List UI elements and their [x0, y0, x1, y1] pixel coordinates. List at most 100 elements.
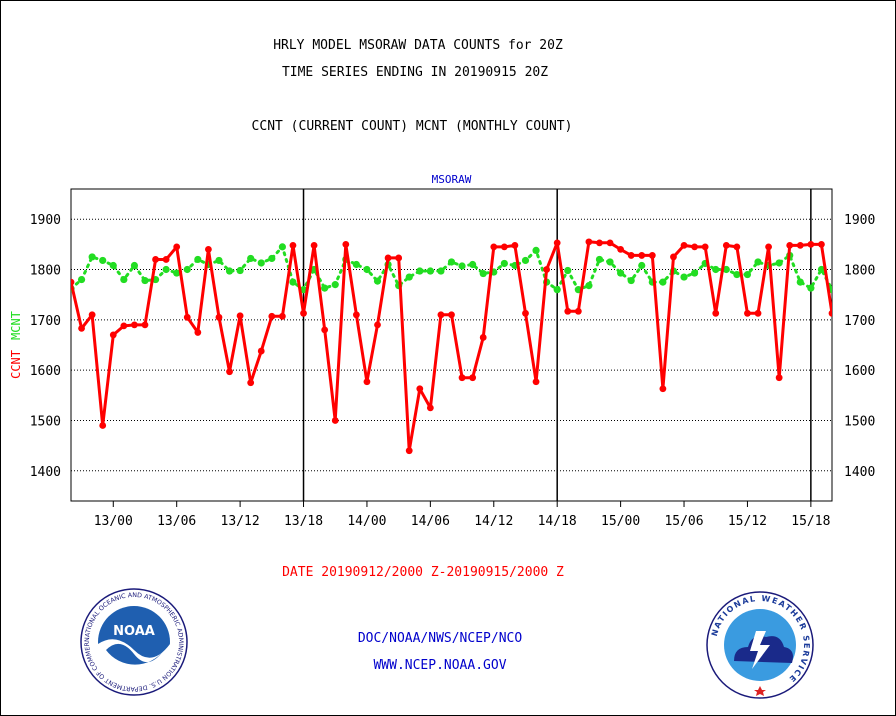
mcnt-point: [88, 253, 96, 261]
mcnt-point: [553, 286, 561, 294]
mcnt-point: [458, 262, 466, 270]
website-text: WWW.NCEP.NOAA.GOV: [373, 658, 507, 673]
y-tick-label-right: 1700: [844, 314, 875, 329]
plot-title: MSORAW: [432, 173, 472, 186]
mcnt-point: [331, 281, 339, 289]
x-tick-label: 13/00: [94, 514, 133, 529]
ccnt-point: [807, 240, 815, 248]
x-tick-label: 15/18: [791, 514, 830, 529]
ccnt-point: [120, 322, 128, 330]
mcnt-point: [532, 246, 540, 254]
ccnt-point: [183, 313, 191, 321]
ccnt-point: [141, 321, 149, 329]
ccnt-point: [828, 309, 832, 317]
mcnt-point: [500, 259, 508, 268]
y-tick-label-left: 1400: [30, 465, 61, 480]
mcnt-point: [173, 269, 181, 277]
mcnt-point: [775, 259, 783, 267]
mcnt-point: [352, 260, 360, 269]
ccnt-point: [564, 307, 572, 315]
mcnt-point: [162, 265, 170, 274]
mcnt-point: [469, 260, 477, 269]
x-tick-label: 13/12: [221, 514, 260, 529]
x-tick-label: 14/18: [538, 514, 577, 529]
ccnt-point: [585, 238, 593, 246]
ccnt-point: [691, 243, 698, 251]
ccnt-point: [71, 278, 75, 286]
ccnt-point: [701, 243, 709, 251]
ccnt-point: [247, 379, 255, 387]
noaa-logo-text: NOAA: [113, 624, 155, 639]
ccnt-point: [670, 253, 677, 261]
mcnt-point: [405, 273, 413, 281]
ccnt-point: [712, 309, 720, 317]
mcnt-point: [373, 277, 382, 285]
mcnt-point: [236, 266, 244, 275]
mcnt-point: [77, 275, 86, 284]
ccnt-point: [596, 239, 603, 247]
noaa-logo-icon: NATIONAL OCEANIC AND ATMOSPHERIC ADMINIS…: [80, 588, 188, 696]
ccnt-point: [722, 241, 730, 249]
ccnt-point: [606, 239, 614, 247]
mcnt-point: [299, 286, 308, 294]
mcnt-point: [225, 267, 234, 275]
ccnt-point: [384, 254, 392, 262]
ccnt-point: [152, 256, 159, 263]
mcnt-point: [247, 254, 255, 263]
mcnt-point: [194, 255, 202, 264]
ccnt-point: [437, 311, 445, 319]
mcnt-point: [215, 256, 223, 265]
ccnt-point: [416, 385, 424, 393]
ccnt-point: [733, 243, 741, 251]
ccnt-point: [310, 241, 318, 249]
x-tick-label: 14/12: [474, 514, 513, 529]
ccnt-point: [194, 329, 202, 336]
y-tick-label-right: 1500: [844, 414, 875, 429]
mcnt-point: [321, 284, 329, 292]
ccnt-point: [363, 378, 371, 386]
mcnt-point: [268, 254, 276, 263]
y-axis-label-mcnt: MCNT: [9, 311, 23, 340]
ccnt-point: [331, 417, 339, 424]
ccnt-point: [173, 243, 181, 251]
ccnt-point: [648, 252, 656, 259]
mcnt-point: [743, 270, 752, 279]
y-tick-label-right: 1900: [844, 213, 875, 228]
mcnt-point: [479, 269, 487, 278]
mcnt-point: [120, 275, 128, 284]
mcnt-point: [595, 255, 604, 264]
ccnt-point: [490, 243, 498, 251]
ccnt-point: [215, 313, 223, 321]
ccnt-series-line: [71, 240, 832, 453]
mcnt-point: [109, 261, 117, 270]
ccnt-point: [289, 241, 297, 249]
x-tick-label: 15/00: [601, 514, 640, 529]
ccnt-point: [300, 309, 307, 317]
ccnt-point: [374, 321, 381, 329]
ccnt-point: [321, 326, 329, 334]
mcnt-point: [257, 259, 265, 267]
mcnt-point: [817, 265, 826, 274]
ccnt-point: [226, 368, 233, 376]
plot-border: [70, 188, 833, 502]
mcnt-point: [289, 278, 297, 286]
x-tick-label: 15/06: [664, 514, 703, 529]
ccnt-point: [205, 245, 212, 253]
ccnt-point: [818, 240, 825, 248]
chart-subtitle: CCNT (CURRENT COUNT) MCNT (MONTHLY COUNT…: [251, 119, 573, 134]
ccnt-point: [268, 312, 276, 320]
ccnt-point: [426, 404, 434, 412]
y-tick-label-right: 1400: [844, 465, 875, 480]
plot-layer: 1400 1400 1500 1500 1600 1600 1700 1700 1800 1800…: [9, 173, 875, 529]
ccnt-point: [109, 331, 117, 339]
x-tick-label: 15/12: [728, 514, 767, 529]
mcnt-point: [638, 261, 646, 270]
mcnt-point: [659, 278, 667, 286]
ccnt-point: [131, 321, 138, 329]
ccnt-point: [278, 312, 286, 320]
ccnt-point: [236, 312, 244, 320]
mcnt-point: [521, 256, 530, 265]
mcnt-point: [690, 269, 699, 277]
